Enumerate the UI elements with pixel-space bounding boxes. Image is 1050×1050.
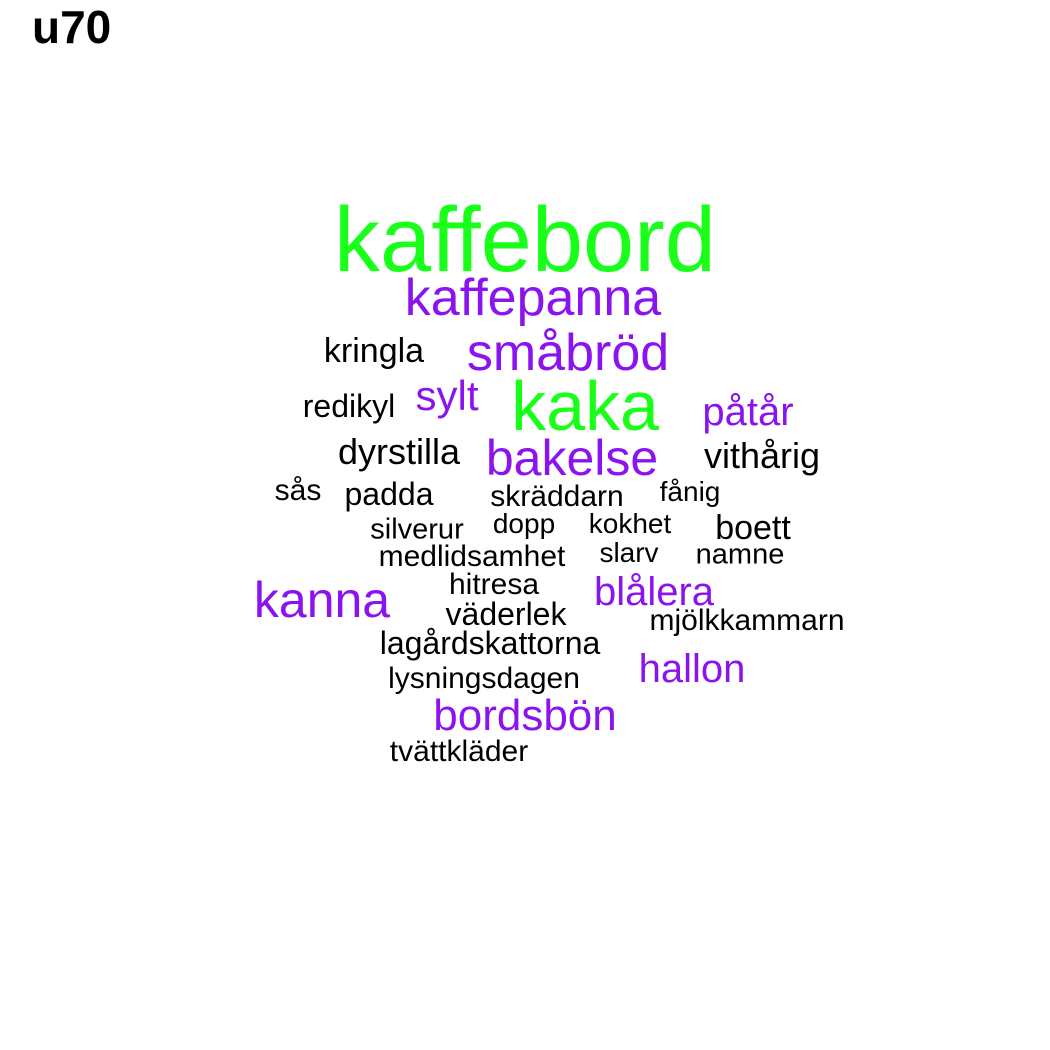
cloud-word: sås — [274, 474, 322, 507]
cloud-word: namne — [695, 538, 785, 571]
cloud-word: kringla — [323, 332, 425, 370]
cloud-word: fånig — [659, 476, 721, 507]
cloud-word: hitresa — [448, 568, 540, 601]
cloud-word: småbröd — [466, 324, 670, 382]
cloud-word: kanna — [253, 572, 391, 628]
cloud-word: kaka — [511, 367, 659, 445]
cloud-word: medlidsamhet — [378, 540, 566, 573]
cloud-word: mjölkkammarn — [649, 604, 845, 637]
cloud-word: bordsbön — [433, 691, 617, 740]
cloud-word: väderlek — [445, 596, 567, 632]
cloud-word: kaffepanna — [404, 269, 662, 327]
cloud-word: påtår — [702, 390, 794, 434]
cloud-word: kokhet — [588, 508, 672, 539]
cloud-word: kaffebord — [334, 189, 716, 291]
cloud-word: silverur — [370, 513, 464, 546]
cloud-word: dopp — [492, 508, 556, 539]
cloud-word: sylt — [415, 372, 479, 419]
cloud-word: skräddarn — [490, 480, 624, 513]
cloud-word: dyrstilla — [337, 431, 461, 472]
cloud-word: slarv — [599, 537, 659, 568]
cloud-word: lysningsdagen — [388, 662, 580, 695]
cloud-word: hallon — [638, 647, 746, 691]
cloud-word: vithårig — [703, 435, 821, 476]
cloud-word: blålera — [593, 570, 715, 614]
cloud-word: tvättkläder — [389, 735, 529, 768]
cloud-word: padda — [344, 476, 434, 512]
panel-title: u70 — [32, 1, 112, 53]
cloud-word: redikyl — [302, 388, 396, 424]
cloud-word: boett — [715, 509, 791, 547]
cloud-word: lagårdskattorna — [379, 625, 601, 661]
cloud-word: bakelse — [485, 430, 659, 486]
